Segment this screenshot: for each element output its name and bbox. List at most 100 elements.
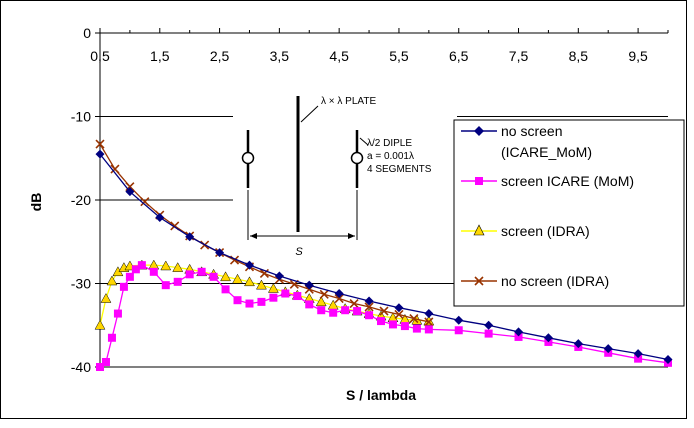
data-point <box>633 349 643 359</box>
data-point <box>573 339 583 349</box>
data-point <box>160 260 172 271</box>
data-point <box>484 320 494 330</box>
data-point <box>149 267 158 276</box>
data-point <box>245 299 254 308</box>
series-diamond <box>95 149 673 364</box>
inset-background <box>233 88 457 250</box>
data-point <box>244 276 255 287</box>
data-point <box>137 261 146 270</box>
y-tick-label: -40 <box>71 359 91 375</box>
data-point <box>119 282 128 291</box>
data-point <box>394 309 404 319</box>
data-point <box>329 308 338 317</box>
dipole-leader <box>359 137 369 146</box>
legend-item-screen-idra: screen (IDRA) <box>461 223 590 239</box>
plate-leader <box>300 105 319 123</box>
x-tick-label: 0,5 <box>90 48 110 64</box>
y-tick-label: -10 <box>71 109 91 125</box>
series-line <box>99 153 669 361</box>
legend-triangle-icon <box>473 224 485 236</box>
data-point <box>95 139 105 149</box>
legend-label-line2: (ICARE_MoM) <box>501 144 592 160</box>
data-point <box>125 272 134 281</box>
data-point <box>293 292 302 301</box>
data-point <box>96 363 104 371</box>
x-tick-label: 6,5 <box>449 48 469 64</box>
y-tick-label: 0 <box>83 25 91 41</box>
data-point <box>364 296 374 306</box>
spacing-arrowhead-right <box>348 233 355 239</box>
y-tick-label: -20 <box>71 192 91 208</box>
data-point <box>514 327 524 337</box>
data-point <box>244 260 254 270</box>
y-tick-label: -30 <box>71 276 91 292</box>
data-point <box>256 279 267 290</box>
data-point <box>423 315 435 326</box>
plate-label: λ × λ PLATE <box>321 96 376 107</box>
data-point <box>281 289 290 298</box>
data-point <box>424 325 433 334</box>
data-point <box>454 315 464 325</box>
data-point <box>215 248 225 258</box>
data-point <box>220 271 231 282</box>
data-point <box>514 332 523 341</box>
data-point <box>259 268 269 279</box>
data-point <box>185 270 194 279</box>
data-point <box>95 149 105 159</box>
data-point <box>364 302 374 312</box>
data-point <box>484 329 493 338</box>
data-point <box>379 306 389 316</box>
legend-square-icon <box>475 177 483 185</box>
spacing-label: S <box>295 246 303 258</box>
legend-diamond-icon <box>474 126 484 136</box>
data-point <box>269 293 278 302</box>
dipole-label-3: 4 SEGMENTS <box>367 164 432 175</box>
data-point <box>197 267 206 276</box>
legend-item-screen-icare: screen ICARE (MoM) <box>461 173 634 189</box>
data-point <box>454 326 463 335</box>
data-point <box>315 296 327 307</box>
data-point <box>394 303 404 313</box>
data-point <box>257 297 266 306</box>
data-point <box>317 306 326 315</box>
data-point <box>140 197 150 207</box>
x-tick-label: 3,5 <box>270 48 290 64</box>
legend-item-no-screen-icare: no screen (ICARE_MoM) <box>461 123 592 160</box>
data-point <box>209 272 218 281</box>
data-point <box>185 232 195 242</box>
data-point <box>349 298 359 309</box>
data-point <box>305 300 314 309</box>
data-point <box>424 309 434 319</box>
data-point <box>341 306 350 315</box>
legend-item-no-screen-idra: no screen (IDRA) <box>461 273 609 289</box>
data-point <box>377 317 386 326</box>
data-point <box>232 273 243 284</box>
data-point <box>172 262 184 272</box>
data-point <box>173 277 182 286</box>
left-dipole-feed <box>241 151 255 165</box>
data-point <box>267 282 279 293</box>
x-tick-label: 9,5 <box>628 48 648 64</box>
legend-box <box>453 119 685 307</box>
data-point <box>543 333 553 343</box>
x-tick-label: 7,5 <box>509 48 529 64</box>
right-dipole-feed <box>350 151 364 165</box>
legend-label: screen (IDRA) <box>501 223 590 239</box>
data-point <box>304 280 314 290</box>
data-point <box>634 354 643 363</box>
axes: 0,5 1,5 2,5 3,5 4,5 5,5 6,5 7,5 8,5 9,5 0 -10 -20 -30… <box>71 25 669 375</box>
x-tick-label: 4,5 <box>329 48 349 64</box>
legend-label: screen ICARE (MoM) <box>501 173 634 189</box>
data-point <box>388 320 397 329</box>
inset-diagram: λ × λ PLATE λ/2 DIPLE a = 0.001λ 4 SEGME… <box>233 88 457 258</box>
x-tick-label: 8,5 <box>569 48 589 64</box>
data-point <box>155 213 165 223</box>
data-point <box>353 307 362 316</box>
y-axis-label: dB <box>28 193 44 212</box>
series-layer <box>94 139 673 371</box>
data-point <box>334 293 344 304</box>
x-tick-label: 2,5 <box>210 48 230 64</box>
data-point <box>319 289 329 299</box>
